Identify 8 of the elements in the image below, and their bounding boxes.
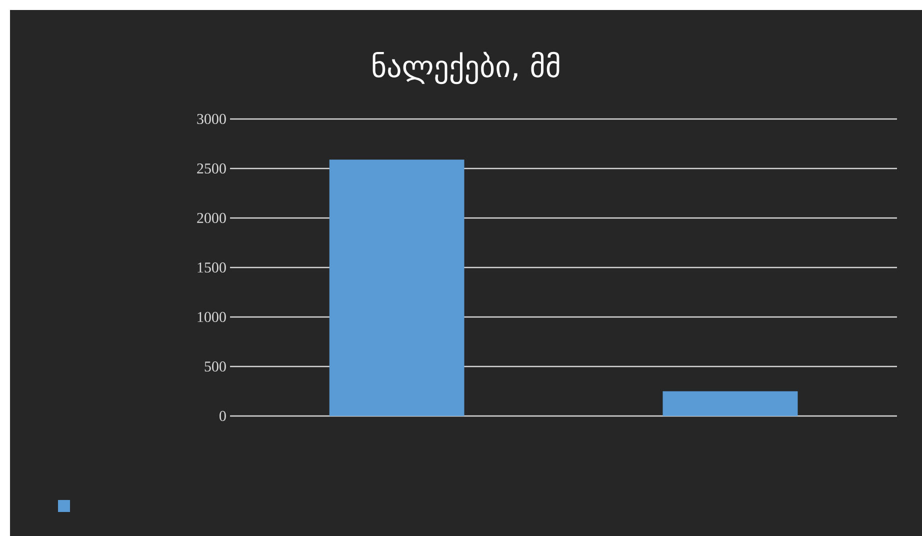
chart-title: ნალექები, მმ [372, 52, 560, 84]
y-tick-label: 500 [204, 361, 226, 372]
y-tick-label: 3000 [197, 114, 226, 124]
y-tick-label: 1500 [198, 262, 226, 273]
y-tick-label: 0 [220, 410, 226, 422]
y-tick-label: 2000 [197, 212, 226, 224]
y-tick-label: 2500 [197, 163, 226, 174]
y-tick-label: 1000 [198, 312, 226, 322]
